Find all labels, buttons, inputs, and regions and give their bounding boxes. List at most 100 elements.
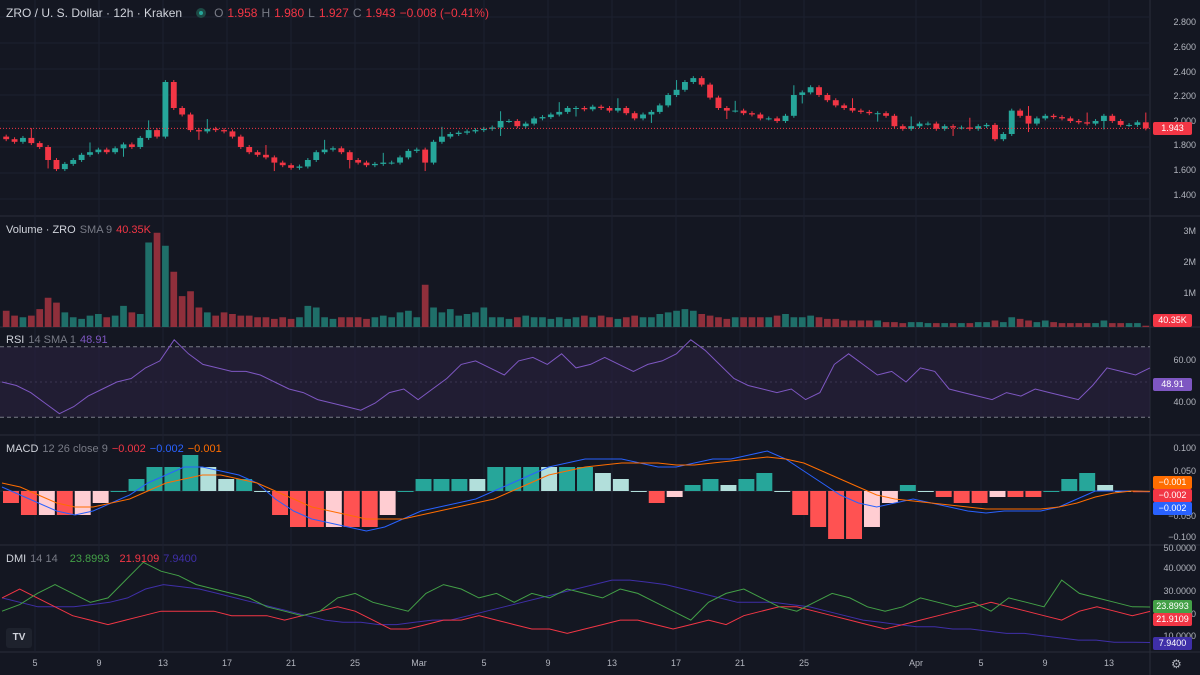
volume-bar: [974, 322, 982, 327]
dmi-adx-line: [1, 579, 1151, 643]
macd-histogram-bar: [164, 467, 181, 491]
macd-histogram-bar: [451, 479, 468, 491]
candle-body: [1084, 122, 1091, 124]
candle-body: [866, 111, 873, 114]
candle-body: [413, 149, 420, 151]
macd-histogram-bar: [1025, 491, 1042, 497]
low-label: L: [308, 6, 315, 20]
volume-bar: [1050, 322, 1057, 327]
candle-body: [145, 130, 152, 138]
volume-bar: [1058, 323, 1066, 327]
volume-bar: [44, 297, 52, 327]
volume-bar: [1067, 323, 1074, 327]
volume-bar: [564, 318, 571, 327]
macd-histogram-bar: [864, 491, 880, 527]
macd-line-value: −0.002: [149, 443, 184, 455]
symbol-title[interactable]: ZRO / U. S. Dollar · 12h · Kraken: [6, 6, 183, 20]
candle-body: [120, 144, 127, 149]
candle-body: [522, 123, 529, 127]
candle-body: [506, 121, 512, 122]
dmi-legend[interactable]: DMI 14 14 23.8993 21.9109 7.9400: [6, 553, 201, 565]
volume-bar: [170, 271, 178, 327]
volume-legend[interactable]: Volume · ZRO SMA 9 40.35K: [6, 224, 155, 236]
volume-bar: [824, 318, 831, 327]
volume-label: Volume · ZRO: [6, 224, 76, 236]
volume-bar: [832, 318, 840, 327]
candle-body: [707, 84, 714, 98]
candle-body: [799, 92, 806, 95]
candle-body: [371, 163, 378, 166]
candle-body: [271, 157, 278, 163]
volume-bar: [874, 320, 882, 327]
candle-body: [598, 106, 605, 108]
volume-bar: [966, 323, 974, 327]
macd-axis-label: 0.050: [1173, 466, 1196, 476]
volume-bar: [229, 314, 236, 327]
macd-histogram-bar: [559, 467, 575, 491]
volume-tag: 40.35K: [1153, 314, 1192, 327]
volume-bar: [849, 320, 856, 327]
volume-bar: [329, 318, 337, 327]
volume-bar: [53, 302, 60, 327]
candles-series: [0, 76, 1150, 172]
candle-body: [606, 108, 613, 111]
rsi-legend[interactable]: RSI 14 SMA 1 48.91: [6, 334, 112, 346]
candle-body: [1142, 122, 1149, 129]
volume-bar: [614, 318, 622, 327]
dmi-minus-tag: 21.9109: [1153, 613, 1192, 626]
volume-bar: [664, 312, 672, 327]
candle-body: [263, 154, 269, 158]
candle-body: [204, 128, 211, 132]
macd-histogram-bar: [917, 491, 934, 492]
volume-bar: [1142, 325, 1150, 327]
volume-bar: [790, 317, 798, 327]
candle-body: [1134, 122, 1141, 125]
last-price-tag: 1.943: [1153, 122, 1192, 135]
candle-body: [321, 149, 328, 153]
candle-body: [1017, 110, 1024, 116]
volume-bar: [279, 317, 287, 327]
volume-bar: [689, 310, 697, 327]
volume-bar: [530, 317, 538, 327]
volume-bar: [681, 309, 689, 327]
volume-bar: [748, 317, 756, 327]
volume-bar: [715, 317, 722, 327]
macd-histogram-bar: [182, 455, 199, 491]
time-axis-label: 17: [670, 658, 681, 668]
candle-body: [816, 87, 822, 95]
close-value: 1.943: [365, 6, 396, 20]
candle-body: [757, 114, 764, 119]
candle-body: [790, 95, 797, 116]
candle-body: [1109, 115, 1116, 121]
macd-histogram-bar: [899, 485, 916, 491]
candle-body: [665, 95, 672, 106]
volume-bar: [413, 317, 421, 327]
macd-label: MACD: [6, 443, 39, 455]
macd-legend[interactable]: MACD 12 26 close 9 −0.002 −0.002 −0.001: [6, 443, 226, 455]
settings-gear-icon[interactable]: ⚙: [1171, 657, 1182, 671]
macd-histogram-bar: [1043, 491, 1060, 492]
volume-bar: [245, 315, 253, 327]
candle-body: [992, 124, 998, 140]
macd-hist-tag: −0.002: [1153, 489, 1192, 502]
volume-axis-label: 2M: [1183, 257, 1196, 267]
candle-body: [480, 128, 487, 131]
macd-signal-tag: −0.001: [1153, 476, 1192, 489]
volume-bar: [120, 305, 127, 327]
dmi-axis-label: 10.0000: [1163, 631, 1196, 641]
volume-bar: [287, 318, 295, 327]
candle-body: [573, 108, 579, 109]
candle-body: [1067, 118, 1074, 121]
tradingview-logo[interactable]: TV: [6, 628, 32, 648]
volume-bar: [840, 320, 848, 327]
candle-body: [539, 117, 546, 119]
volume-bar: [815, 317, 823, 327]
macd-histogram-bar: [74, 491, 91, 515]
candle-body: [874, 113, 881, 115]
candle-body: [162, 82, 169, 137]
candle-body: [112, 148, 119, 153]
symbol-legend[interactable]: ZRO / U. S. Dollar · 12h · Kraken O 1.958…: [6, 6, 493, 20]
candle-body: [187, 114, 194, 131]
